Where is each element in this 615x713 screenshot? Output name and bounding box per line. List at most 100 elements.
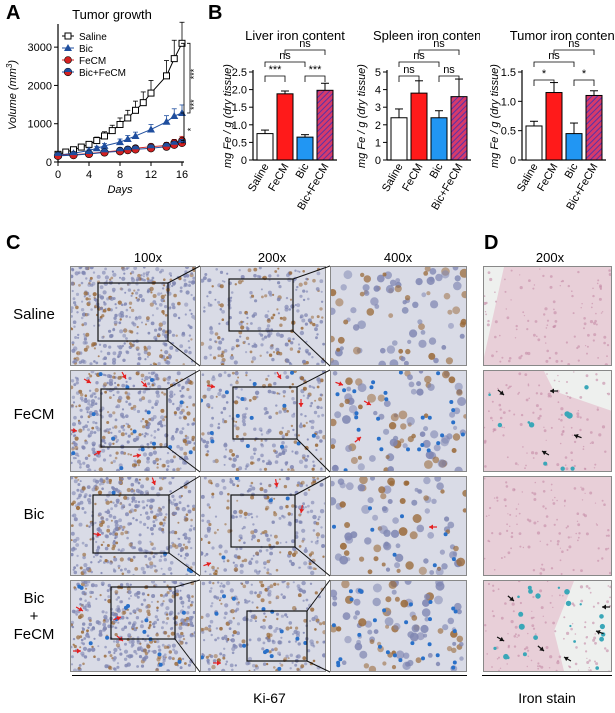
red-arrow bbox=[93, 450, 102, 456]
significance-bracket bbox=[264, 75, 286, 82]
micrograph-fecm-200x-texture bbox=[201, 371, 325, 471]
iron-stain-saline-texture bbox=[484, 267, 611, 365]
significance-bracket bbox=[304, 75, 326, 82]
micrograph-saline-100x bbox=[70, 266, 196, 366]
significance-label: * bbox=[186, 127, 196, 131]
bar-saline bbox=[525, 125, 543, 161]
legend-entry: Saline bbox=[79, 32, 107, 43]
y-tick-label: 0 bbox=[46, 157, 52, 169]
significance-label: *** bbox=[269, 64, 283, 76]
row-label-bic: Bic bbox=[23, 506, 45, 523]
iron-stain-fecm-texture bbox=[484, 371, 611, 471]
y-axis-label: Volume (mm3) bbox=[5, 60, 19, 130]
y-tick-label: 1000 bbox=[28, 119, 52, 131]
y-tick-label: 1.0 bbox=[232, 120, 247, 132]
red-arrow bbox=[203, 562, 212, 567]
data-point-half bbox=[131, 145, 140, 150]
row-label-fecm: FeCM bbox=[13, 406, 55, 423]
data-point bbox=[162, 117, 171, 125]
y-tick-label: 0.5 bbox=[501, 126, 516, 138]
panel-letter-c: C bbox=[6, 232, 21, 254]
micrograph-saline-200x bbox=[200, 266, 326, 366]
x-tick-label: Bic bbox=[428, 161, 446, 181]
significance-bracket bbox=[418, 49, 460, 55]
data-point-half bbox=[123, 146, 132, 151]
chart-title: Spleen iron content bbox=[373, 28, 480, 43]
y-tick-label: 5 bbox=[375, 67, 381, 79]
iron-stain-bic bbox=[483, 476, 612, 576]
y-axis-label: mg Fe / g (dry tissue) bbox=[489, 64, 501, 168]
panel-letter-a: A bbox=[6, 2, 21, 24]
black-arrow bbox=[550, 388, 558, 394]
iron-stain-bic-fecm bbox=[483, 580, 612, 672]
iron-stain-fecm bbox=[483, 370, 612, 472]
micrograph-saline-400x-texture bbox=[331, 267, 466, 365]
red-arrow bbox=[93, 531, 102, 537]
spleen-iron-chart: Spleen iron content 0 1 2 3 4 5 mg Fe / g (dry … bbox=[356, 28, 480, 212]
zoom-box bbox=[230, 494, 296, 548]
bar-bic-fecm bbox=[585, 94, 603, 161]
data-point bbox=[147, 89, 155, 97]
y-tick-label: 1 bbox=[375, 137, 381, 149]
micrograph-fecm-100x bbox=[70, 370, 196, 472]
significance-label: ns bbox=[403, 64, 415, 76]
black-arrow bbox=[563, 656, 572, 662]
red-arrow bbox=[363, 400, 372, 406]
significance-label: ns bbox=[568, 38, 580, 50]
red-arrow bbox=[429, 524, 437, 530]
significance-label: *** bbox=[189, 68, 199, 79]
y-tick-label: 1.5 bbox=[232, 102, 247, 114]
significance-bracket bbox=[398, 61, 440, 67]
red-arrow bbox=[133, 453, 142, 459]
panel-letter-d: D bbox=[484, 232, 499, 254]
y-tick-label: 1.0 bbox=[501, 96, 516, 108]
red-arrow bbox=[73, 648, 81, 654]
significance-label: ns bbox=[279, 50, 291, 62]
red-arrow bbox=[113, 616, 122, 621]
significance-label: * bbox=[582, 68, 587, 80]
bar-saline bbox=[390, 117, 408, 161]
legend-entry: FeCM bbox=[79, 56, 106, 67]
data-point bbox=[132, 106, 139, 114]
significance-bracket bbox=[181, 112, 185, 144]
red-arrow bbox=[71, 427, 78, 433]
red-arrow bbox=[121, 371, 127, 380]
x-tick-label: 16 bbox=[176, 169, 188, 181]
data-point bbox=[108, 127, 116, 135]
data-point bbox=[163, 72, 170, 80]
red-arrow bbox=[213, 660, 221, 666]
y-tick-label: 0.5 bbox=[232, 137, 247, 149]
significance-bracket bbox=[438, 75, 460, 82]
bar-fecm bbox=[276, 93, 294, 161]
micrograph-bic-400x-texture bbox=[331, 477, 466, 575]
data-point-half bbox=[54, 152, 62, 156]
bar-bic bbox=[430, 117, 448, 161]
data-point bbox=[124, 114, 132, 122]
bar-bic-fecm bbox=[316, 89, 334, 161]
row-label-bic-fecm: Bic + FeCM bbox=[13, 590, 55, 643]
x-tick-label: 4 bbox=[86, 169, 92, 181]
micrograph-bic-fecm-200x-texture bbox=[201, 581, 325, 671]
data-point bbox=[85, 140, 93, 148]
micrograph-fecm-200x bbox=[200, 370, 326, 472]
red-arrow bbox=[299, 505, 305, 514]
significance-label: * bbox=[542, 68, 547, 80]
black-arrow bbox=[595, 630, 604, 635]
x-tick-label: 12 bbox=[145, 169, 157, 181]
y-tick-label: 2.0 bbox=[232, 85, 247, 97]
significance-label: ns bbox=[443, 64, 455, 76]
y-tick-label: 3000 bbox=[28, 42, 52, 54]
liver-iron-chart: Liver iron content 0 0.5 1.0 1.5 2.0 2.5mg Fe … bbox=[222, 28, 345, 212]
y-tick-label: 2.5 bbox=[232, 67, 247, 79]
data-point bbox=[123, 135, 132, 143]
micrograph-bic-fecm-400x-texture bbox=[331, 581, 464, 671]
red-arrow bbox=[354, 436, 362, 443]
significance-bracket bbox=[553, 49, 595, 55]
red-arrow bbox=[151, 477, 156, 486]
x-tick-label: FeCM bbox=[400, 162, 425, 194]
series-line bbox=[57, 43, 183, 155]
red-arrow bbox=[140, 380, 148, 388]
micrograph-bic-100x-texture bbox=[71, 477, 195, 575]
tumor-growth-chart: Tumor growth 0 1000 2000 3000 0 4 8 12 16 Days Volu… bbox=[5, 7, 199, 196]
red-arrow bbox=[298, 399, 304, 407]
